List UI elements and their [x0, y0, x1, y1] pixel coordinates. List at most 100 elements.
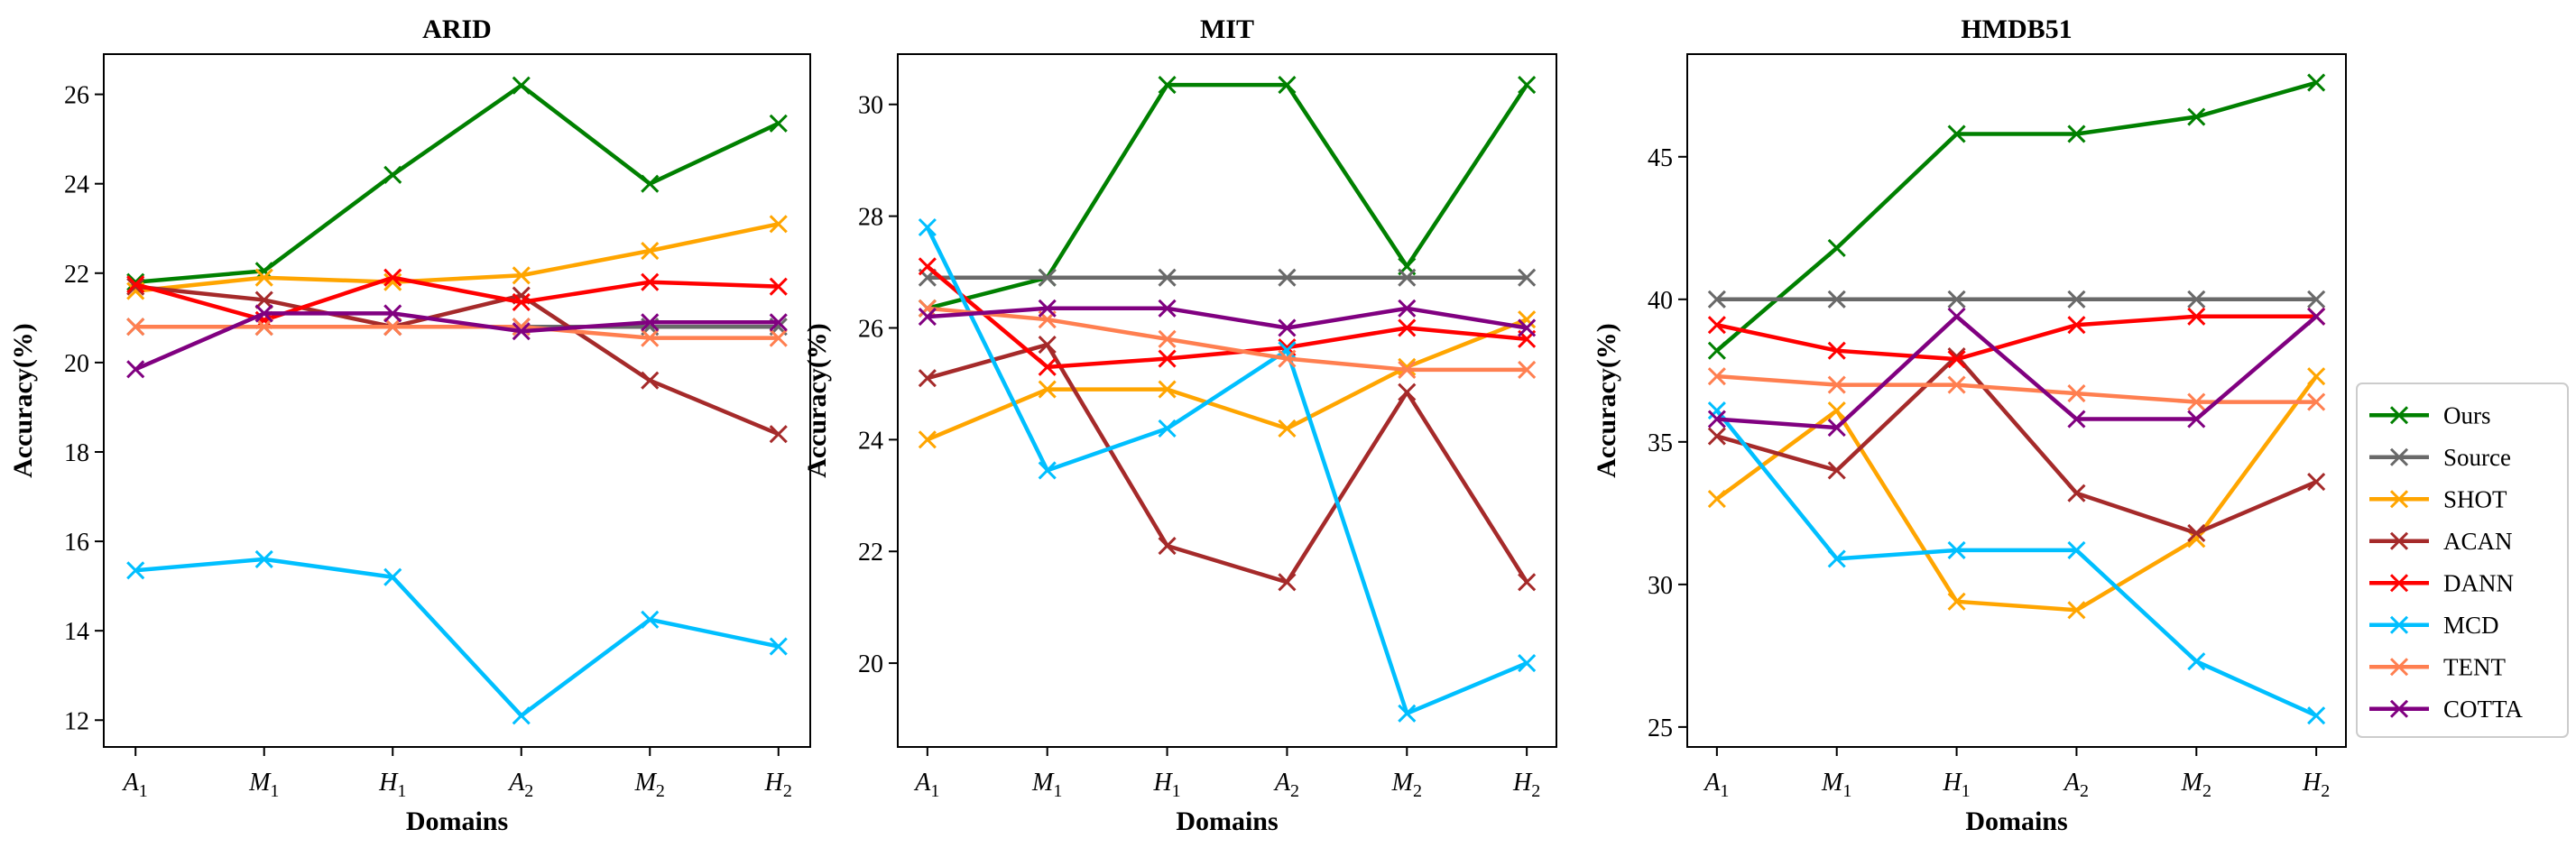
data-point [1707, 427, 1726, 446]
x-tick-label: M2 [2181, 769, 2211, 801]
chart-title: MIT [1200, 14, 1254, 44]
series-shot [126, 215, 788, 300]
series-line [1715, 374, 2318, 613]
chart-panel-1: ARID 12 14 16 18 20 22 24 26 A1 M1 H1 A2 M2 H2 Domains A… [8, 14, 811, 836]
series-mcd [1707, 401, 2326, 725]
data-point [1158, 268, 1177, 287]
y-tick-label: 28 [858, 204, 883, 232]
data-point [1707, 341, 1726, 360]
series-shot [918, 310, 1537, 449]
y-tick-label: 26 [858, 315, 883, 343]
data-point [383, 165, 402, 184]
data-point [512, 266, 531, 285]
x-tick-label: M2 [1391, 769, 1422, 801]
data-point [383, 268, 402, 287]
data-point [2067, 410, 2086, 429]
data-point [769, 425, 788, 444]
data-point [1827, 375, 1846, 394]
series-line [135, 324, 779, 340]
legend-marker [2389, 615, 2409, 634]
data-point [1947, 350, 1966, 369]
data-point [769, 277, 788, 296]
data-point [1398, 299, 1417, 318]
data-point [1398, 268, 1417, 287]
x-tick-label: A1 [122, 769, 148, 801]
y-tick-label: 22 [858, 539, 883, 567]
data-point [1827, 418, 1846, 438]
data-point [1827, 549, 1846, 568]
data-point [2067, 316, 2086, 335]
series-line [927, 306, 1528, 373]
y-tick-label: 18 [64, 439, 89, 467]
y-axis-label: Accuracy(%) [1592, 323, 1621, 478]
data-point [1707, 290, 1726, 309]
x-axis-label: Domains [406, 807, 508, 836]
data-point [1278, 349, 1297, 368]
data-point [126, 561, 145, 580]
plot-frame [897, 53, 1557, 748]
series-line [927, 342, 1529, 585]
series-line [926, 318, 1528, 442]
legend-label: COTTA [2443, 696, 2523, 723]
series-mcd [918, 217, 1537, 723]
x-tick-label: M1 [1821, 769, 1851, 801]
data-point [1707, 410, 1726, 429]
data-point [918, 430, 937, 449]
series-acan [1707, 346, 2326, 543]
data-point [1518, 360, 1537, 379]
data-point [1158, 329, 1177, 348]
data-point [2067, 540, 2086, 559]
data-point [1158, 419, 1177, 438]
data-point [1158, 380, 1177, 399]
series-acan [918, 336, 1537, 592]
data-point [641, 174, 660, 193]
data-point [1947, 307, 1966, 326]
chart-panel-3: HMDB51 25 30 35 40 45 A1 M1 H1 A2 M2 H2 Domains Accur… [1592, 14, 2347, 836]
x-tick-label: H2 [2302, 769, 2330, 801]
legend-entry-cotta: COTTA [2369, 696, 2523, 723]
series-shot [1707, 367, 2326, 620]
data-point [2187, 652, 2206, 671]
y-tick-label: 20 [858, 650, 883, 678]
series-line [134, 311, 779, 372]
x-tick-label: M1 [1031, 769, 1062, 801]
data-point [769, 313, 788, 332]
series-line [135, 284, 780, 437]
data-point [512, 292, 531, 312]
data-point [2187, 307, 2206, 326]
y-tick-label: 14 [64, 618, 89, 646]
legend-marker [2389, 447, 2409, 466]
data-point [641, 371, 660, 390]
y-tick-label: 35 [1648, 429, 1673, 457]
legend: Ours Source SHOT ACAN DANN MCD TENT COTTA [2356, 383, 2569, 738]
data-point [254, 304, 273, 323]
x-tick-label: H2 [764, 769, 792, 801]
y-axis-label: Accuracy(%) [8, 323, 38, 478]
legend-label: Source [2443, 444, 2511, 471]
x-tick-label: A1 [1703, 769, 1729, 801]
data-point [126, 360, 145, 379]
data-point [1707, 401, 1726, 420]
legend-entry-dann: DANN [2369, 569, 2514, 596]
data-point [383, 567, 402, 586]
data-point [641, 272, 660, 291]
data-point [1827, 290, 1846, 309]
data-point [918, 308, 937, 327]
data-point [383, 304, 402, 323]
series-dann [1707, 307, 2326, 369]
x-tick-label: M2 [634, 769, 665, 801]
data-point [1518, 654, 1537, 673]
data-point [2307, 307, 2326, 326]
series-line [1716, 354, 2318, 536]
data-point [1398, 360, 1417, 379]
data-point [1707, 489, 1726, 509]
legend-marker [2389, 490, 2409, 509]
data-point [1398, 357, 1417, 376]
data-point [1518, 318, 1537, 337]
legend-label: DANN [2443, 569, 2514, 596]
series-line [1716, 314, 2317, 362]
y-tick-label: 22 [64, 261, 89, 289]
y-tick-label: 26 [64, 82, 89, 110]
data-point [512, 76, 531, 95]
data-point [1947, 540, 1966, 559]
